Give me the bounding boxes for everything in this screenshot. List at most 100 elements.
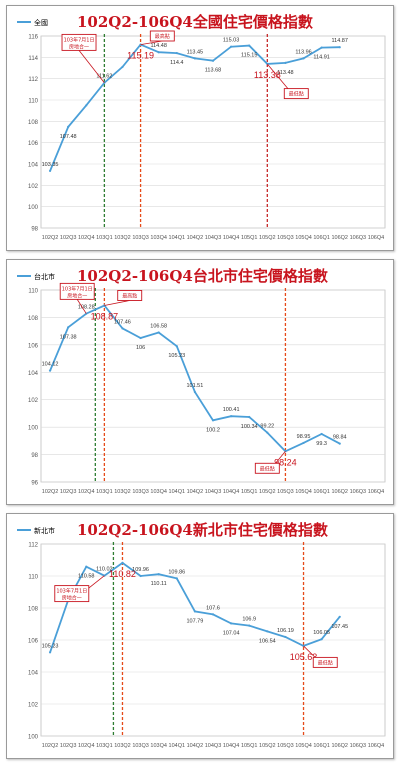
data-label: 110.58 (78, 574, 94, 580)
data-label: 107.38 (60, 334, 77, 340)
x-tick-label: 104Q2 (187, 743, 204, 749)
data-point (320, 638, 323, 641)
data-point (193, 610, 196, 613)
data-label: 106 (136, 345, 145, 351)
callout-pointer (76, 299, 87, 314)
callout-pointer (140, 40, 163, 46)
x-tick-label: 106Q4 (368, 489, 385, 495)
y-tick-label: 106 (28, 343, 39, 349)
data-label: 109.96 (132, 567, 149, 573)
y-tick-label: 102 (28, 398, 39, 404)
x-tick-label: 103Q2 (114, 489, 131, 495)
callout-label: 最高點 (122, 292, 137, 299)
callout-pointer (104, 300, 130, 306)
y-tick-label: 104 (28, 671, 39, 677)
callout-label: 房地合一 (62, 595, 82, 602)
x-tick-label: 105Q3 (277, 235, 294, 241)
data-label: 108.87 (91, 311, 119, 321)
y-tick-label: 100 (28, 426, 39, 432)
data-point (85, 565, 88, 568)
data-label: 105.23 (42, 643, 59, 649)
data-label: 113.48 (277, 70, 293, 76)
data-label: 114.48 (150, 43, 166, 49)
data-point (266, 431, 269, 434)
data-point (121, 65, 124, 69)
data-point (230, 45, 233, 48)
data-point (248, 415, 251, 419)
data-label: 98.24 (274, 457, 297, 467)
data-label: 113.68 (205, 68, 221, 74)
data-point (230, 622, 233, 625)
data-point (48, 169, 52, 173)
data-point (211, 419, 215, 422)
x-tick-label: 102Q3 (60, 743, 77, 749)
y-tick-label: 96 (31, 481, 38, 487)
callout-label: 最低點 (260, 465, 275, 472)
x-tick-label: 103Q1 (96, 743, 113, 749)
legend-label: 新北市 (34, 526, 55, 535)
callout-label: 最低點 (318, 659, 333, 666)
x-tick-label: 102Q3 (60, 489, 77, 495)
data-point (284, 635, 287, 639)
legend-label: 全國 (34, 18, 48, 27)
y-tick-label: 98 (31, 453, 38, 459)
data-point (193, 390, 196, 394)
chart-title: 102Q2-106Q4全國住宅價格指數 (77, 13, 313, 31)
data-point (302, 57, 305, 60)
x-tick-label: 103Q4 (150, 235, 167, 241)
y-tick-label: 100 (28, 205, 39, 211)
x-tick-label: 104Q4 (223, 235, 240, 241)
y-tick-label: 100 (28, 735, 39, 741)
data-label: 103.35 (42, 162, 59, 168)
data-label: 99.22 (260, 424, 274, 430)
x-tick-label: 103Q1 (96, 235, 113, 241)
data-point (175, 577, 178, 580)
x-tick-label: 104Q1 (169, 235, 186, 241)
data-label: 105.63 (290, 652, 318, 662)
data-label: 108.28 (78, 305, 95, 311)
data-point (338, 442, 341, 445)
callout-box (149, 30, 175, 42)
callout-box (312, 656, 338, 668)
x-tick-label: 105Q2 (259, 743, 276, 749)
callout-label: 房地合一 (69, 43, 89, 50)
data-label: 100.41 (223, 407, 240, 413)
x-tick-label: 106Q4 (368, 743, 385, 749)
callout-box (117, 290, 143, 301)
x-tick-label: 102Q4 (78, 489, 95, 495)
x-tick-label: 104Q4 (223, 489, 240, 495)
data-point (338, 46, 341, 49)
data-point (175, 51, 178, 55)
data-point (320, 46, 323, 49)
y-tick-label: 102 (28, 703, 39, 709)
data-point (248, 624, 251, 627)
x-tick-label: 103Q2 (114, 235, 131, 241)
x-tick-label: 103Q3 (132, 743, 149, 749)
x-tick-label: 105Q4 (295, 235, 312, 241)
data-point (175, 345, 178, 348)
y-tick-label: 108 (28, 607, 39, 613)
data-label: 114.4 (170, 60, 183, 66)
x-tick-label: 105Q2 (259, 235, 276, 241)
data-label: 111.62 (96, 74, 112, 80)
legend-label: 台北市 (34, 272, 55, 281)
y-tick-label: 104 (28, 371, 39, 377)
y-tick-label: 108 (28, 120, 39, 126)
data-label: 106.05 (313, 630, 330, 636)
callout-label: 最高點 (155, 33, 170, 40)
data-point (121, 561, 124, 564)
data-point (230, 415, 233, 418)
data-label: 106.9 (242, 617, 256, 623)
data-label: 107.04 (223, 630, 240, 636)
data-point (320, 432, 323, 436)
x-tick-label: 104Q2 (187, 489, 204, 495)
plot-area (40, 289, 386, 483)
data-point (48, 369, 52, 372)
data-point (139, 574, 142, 578)
data-point (85, 104, 88, 107)
data-label: 100.2 (206, 427, 220, 433)
data-point (103, 304, 106, 307)
callout-box (254, 462, 280, 474)
data-label: 113.38 (254, 70, 281, 80)
data-label: 110.02 (96, 567, 112, 573)
